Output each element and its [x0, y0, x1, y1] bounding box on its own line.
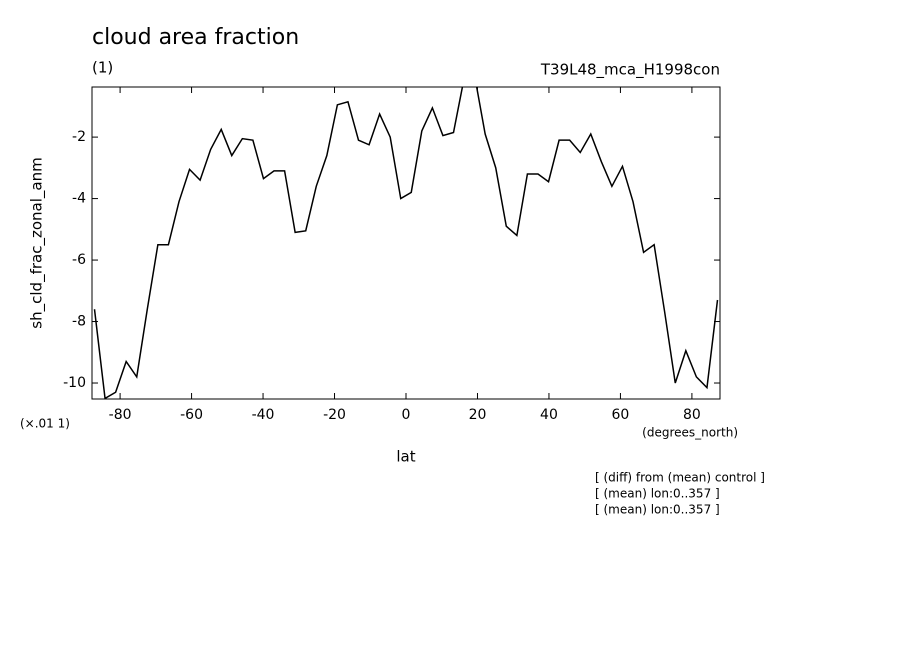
- note: [ (diff) from (mean) control ]: [595, 471, 765, 485]
- x-tick-label: 40: [540, 407, 558, 423]
- x-tick-label: 80: [683, 407, 701, 423]
- y-tick-label: -6: [72, 252, 86, 268]
- x-tick-label: 60: [612, 407, 630, 423]
- x-tick-label: -40: [252, 407, 275, 423]
- y-scale-label: (×.01 1): [20, 417, 70, 431]
- note: [ (mean) lon:0..357 ]: [595, 487, 720, 501]
- x-tick-label: 20: [469, 407, 487, 423]
- y-tick-label: -10: [63, 375, 86, 391]
- y-axis-label: sh_cld_frac_zonal_anm: [28, 157, 47, 328]
- y-tick-label: -2: [72, 129, 86, 145]
- x-tick-label: -20: [323, 407, 346, 423]
- y-tick-label: -4: [72, 191, 86, 207]
- note: [ (mean) lon:0..357 ]: [595, 503, 720, 517]
- x-tick-label: -60: [180, 407, 203, 423]
- run-label: T39L48_mca_H1998con: [540, 61, 720, 80]
- subtitle: (1): [92, 59, 113, 77]
- x-tick-label: 0: [402, 407, 411, 423]
- plot-frame: [91, 86, 721, 400]
- x-axis-label: lat: [396, 448, 415, 466]
- chart-title: cloud area fraction: [92, 25, 299, 50]
- x-tick-label: -80: [109, 407, 132, 423]
- y-tick-label: -8: [72, 314, 86, 330]
- x-units-label: (degrees_north): [642, 426, 738, 440]
- data-line: [93, 87, 719, 399]
